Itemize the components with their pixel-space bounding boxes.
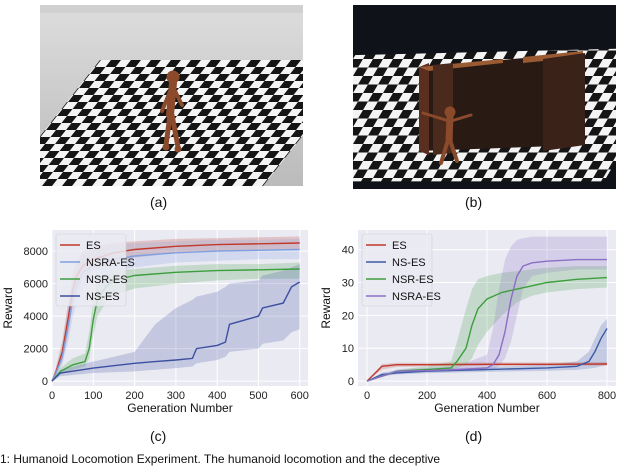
- chart-c: 0 100 200 300 400 500 60002000400060008000Gene…: [1, 230, 309, 415]
- humanoid-figure: [160, 70, 184, 153]
- x-axis-label: Generation Number: [127, 401, 232, 415]
- y-tick-label: 4000: [24, 311, 48, 323]
- series-line-ns-es: [51, 281, 301, 382]
- legend-box: [361, 233, 433, 307]
- x-tick-label: 600: [291, 390, 309, 402]
- x-tick-label: 100: [84, 390, 102, 402]
- band-nsra-es: [52, 238, 300, 382]
- legend-label-es: ES: [392, 240, 407, 252]
- legend-label-nsr-es: NSR-ES: [86, 274, 128, 286]
- legend-label-nsra-es: NSRA-ES: [392, 291, 441, 303]
- legend-label-ns-es: NS-ES: [86, 291, 120, 303]
- x-tick-label: 600: [538, 390, 556, 402]
- x-tick-label: 500: [249, 390, 267, 402]
- y-tick-label: 8000: [24, 246, 48, 258]
- panel-label-d: (d): [465, 428, 483, 444]
- series-line-nsr-es: [366, 276, 608, 382]
- figure-caption-fragment: 1: Humanoid Locomotion Experiment. The h…: [0, 452, 441, 466]
- x-tick-label: 200: [418, 390, 436, 402]
- band-ns-es: [52, 264, 300, 382]
- y-axis-label: Reward: [320, 287, 333, 328]
- scene-a-image: [40, 5, 303, 186]
- panel-label-a: (a): [150, 194, 168, 210]
- x-tick-label: 0: [364, 390, 370, 402]
- y-tick-label: 10: [342, 343, 354, 355]
- series-line-nsra-es: [366, 258, 607, 382]
- y-tick-label: 6000: [24, 279, 48, 291]
- x-tick-label: 400: [478, 390, 496, 402]
- panel-label-b: (b): [465, 194, 483, 210]
- x-tick-label: 800: [598, 390, 616, 402]
- y-tick-label: 0: [42, 376, 48, 388]
- band-nsr-es: [367, 266, 607, 382]
- legend-label-ns-es: NS-ES: [392, 257, 426, 269]
- y-tick-label: 0: [348, 376, 354, 388]
- y-tick-label: 20: [342, 310, 354, 322]
- x-axis-label: Generation Number: [434, 401, 539, 415]
- legend-label-nsr-es: NSR-ES: [392, 274, 434, 286]
- legend-label-nsra-es: NSRA-ES: [86, 257, 135, 269]
- band-nsra-es: [367, 236, 607, 382]
- x-tick-label: 400: [208, 390, 226, 402]
- trap-walls: [419, 51, 585, 155]
- x-tick-label: 300: [167, 390, 185, 402]
- panel-label-c: (c): [150, 428, 167, 444]
- scene-b-image: [353, 5, 616, 189]
- humanoid-figure-b: [421, 106, 473, 165]
- legend-box: [55, 233, 127, 307]
- series-line-es: [366, 363, 608, 382]
- band-ns-es: [367, 318, 607, 382]
- x-tick-label: 0: [49, 390, 55, 402]
- chart-d: 0 200 400 600 800 0 10 20 30 40 Generation Number R…: [320, 230, 616, 415]
- y-tick-label: 40: [342, 245, 354, 257]
- x-tick-label: 200: [125, 390, 143, 402]
- legend-label-es: ES: [86, 240, 101, 252]
- y-axis-label: Reward: [1, 287, 15, 328]
- y-tick-label: 2000: [24, 344, 48, 356]
- y-tick-label: 30: [342, 278, 354, 290]
